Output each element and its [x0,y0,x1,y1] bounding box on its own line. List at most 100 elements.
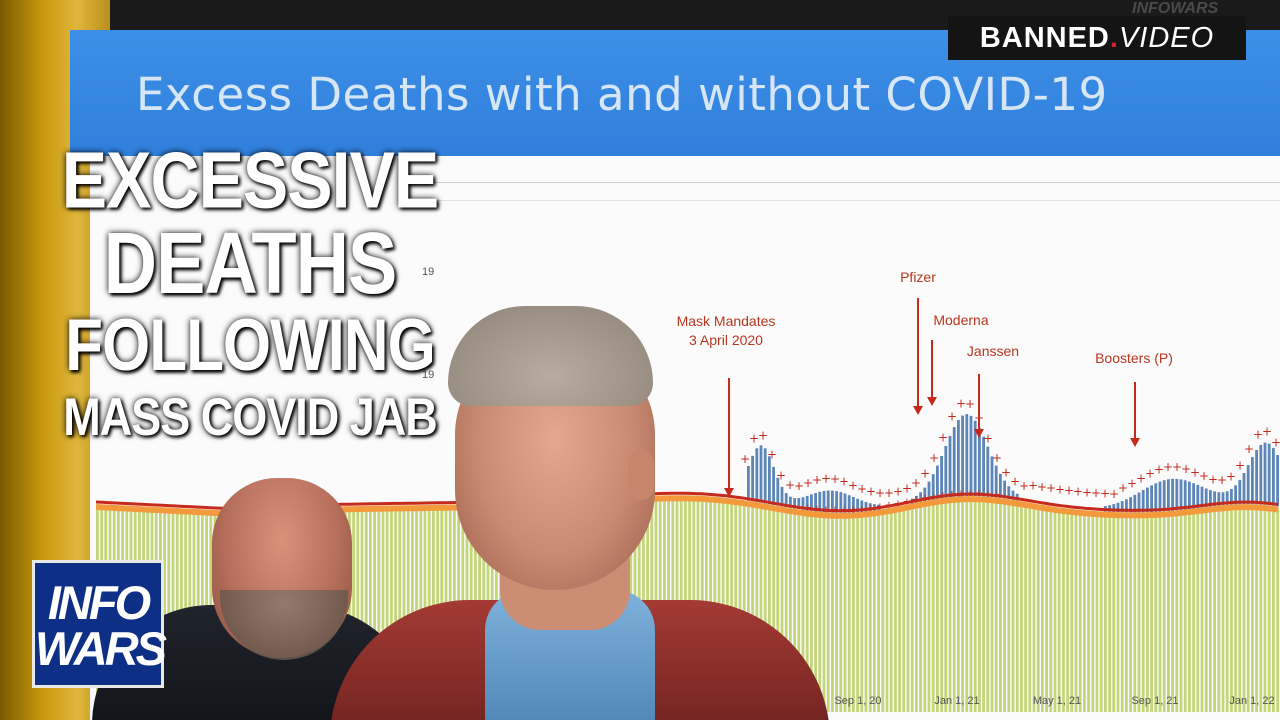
baseline-bar [398,507,402,712]
weekly-marker: + [893,484,903,498]
weekly-marker: + [938,430,948,444]
baseline-bar [734,500,738,712]
annotation-arrow-head [913,406,923,415]
baseline-bar [797,511,801,712]
weekly-marker: + [830,472,840,486]
baseline-bar [881,511,885,712]
weekly-marker: + [1109,487,1119,501]
slide-title: Excess Deaths with and without COVID-19 [136,68,1108,121]
baseline-bar [923,503,927,712]
covid-bar [940,456,943,499]
covid-bar [1255,450,1258,505]
covid-bar [839,492,843,513]
baseline-bar [377,507,381,712]
baseline-bar [986,498,990,712]
baseline-bar [1196,510,1200,712]
annotation-label: Janssen [967,343,1019,359]
x-tick-label: Sep 1, 21 [1131,695,1178,707]
baseline-bar [982,498,985,712]
headline-line-1: EXCESSIVE [61,135,440,225]
annotation-label: Boosters (P) [1095,350,1173,366]
covid-bar [793,498,796,509]
covid-bar [852,497,855,513]
banned-video-badge[interactable]: BANNED.VIDEO [948,16,1246,60]
annotation-label: Mask Mandates [677,313,776,329]
baseline-bar [1238,506,1242,712]
covid-bar [1120,501,1124,513]
weekly-marker: + [894,498,902,509]
covid-bar [1011,490,1015,500]
covid-bar [1015,493,1019,501]
weekly-marker: + [948,489,956,500]
baseline-bar [877,512,880,712]
baseline-bar [1263,506,1267,712]
covid-bar [1221,492,1225,506]
baseline-bar [1272,507,1275,712]
annotation-labels: Mask Mandates 3 April 2020 Pfizer Moderna Ja… [677,269,1173,366]
weekly-marker: + [812,473,822,487]
covid-bar [814,493,817,512]
weekly-marker: + [804,503,812,514]
covid-bar [1238,479,1242,505]
baseline-bar [1036,506,1040,712]
infowars-logo[interactable]: INFO WARS [32,560,167,688]
covid-bar [801,497,805,510]
covid-bar [751,455,754,502]
weekly-marker: + [921,493,929,504]
baseline-bar [1137,514,1141,712]
baseline-bar [789,509,792,712]
baseline-bar [1192,510,1195,712]
baseline-bar [1183,511,1187,712]
baseline-bar [1020,503,1023,712]
covid-bar [1175,478,1179,511]
baseline-bar [394,507,397,712]
baseline-bar [814,513,817,712]
x-tick-label: May 1, 21 [1033,695,1081,707]
weekly-marker: + [1208,472,1218,486]
covid-bar [1192,483,1195,509]
baseline-bar [348,508,351,712]
baseline-bar [1204,509,1208,712]
covid-bar [805,495,809,511]
covid-bar [868,503,872,512]
covid-bar [763,448,767,504]
weekly-marker: + [1217,473,1227,487]
weekly-marker: + [1190,465,1200,479]
baseline-bar [776,507,780,712]
weekly-marker: + [1154,462,1164,476]
weekly-marker: + [767,447,777,461]
baseline-bar [1129,514,1132,712]
weekly-marker: + [912,495,920,506]
baseline-bar [952,498,956,712]
covid-bar [1150,485,1153,513]
weekly-marker: + [902,482,912,496]
weekly-marker: + [1100,487,1110,501]
baseline-bar [784,509,788,712]
baseline-bar [948,499,952,712]
baseline-bar [1158,513,1162,712]
covid-bar [1188,481,1191,510]
covid-bar [759,445,763,503]
covid-bar [1179,479,1183,511]
covid-bar [1171,478,1174,511]
baseline-bar [793,510,796,712]
weekly-marker: + [1226,469,1236,483]
baseline-bar [927,502,931,712]
baseline-bar [1074,511,1078,712]
baseline-bar [902,507,906,712]
baseline-bar [369,507,372,712]
covid-bar [944,445,948,498]
weekly-marker: + [1118,481,1128,495]
baseline-bar [1188,511,1191,712]
baseline-bar [801,511,805,712]
weekly-marker: + [884,486,894,500]
weekly-marker: + [1037,480,1047,494]
covid-bar [973,420,977,497]
baseline-bar [915,504,918,712]
baseline-bar [1251,506,1254,712]
weekly-marker: + [920,466,930,480]
x-tick-label: Jan 1, 21 [934,695,979,707]
baseline-bar [1049,508,1053,712]
weekly-marker: + [930,491,938,502]
chart-divider [420,182,1280,183]
